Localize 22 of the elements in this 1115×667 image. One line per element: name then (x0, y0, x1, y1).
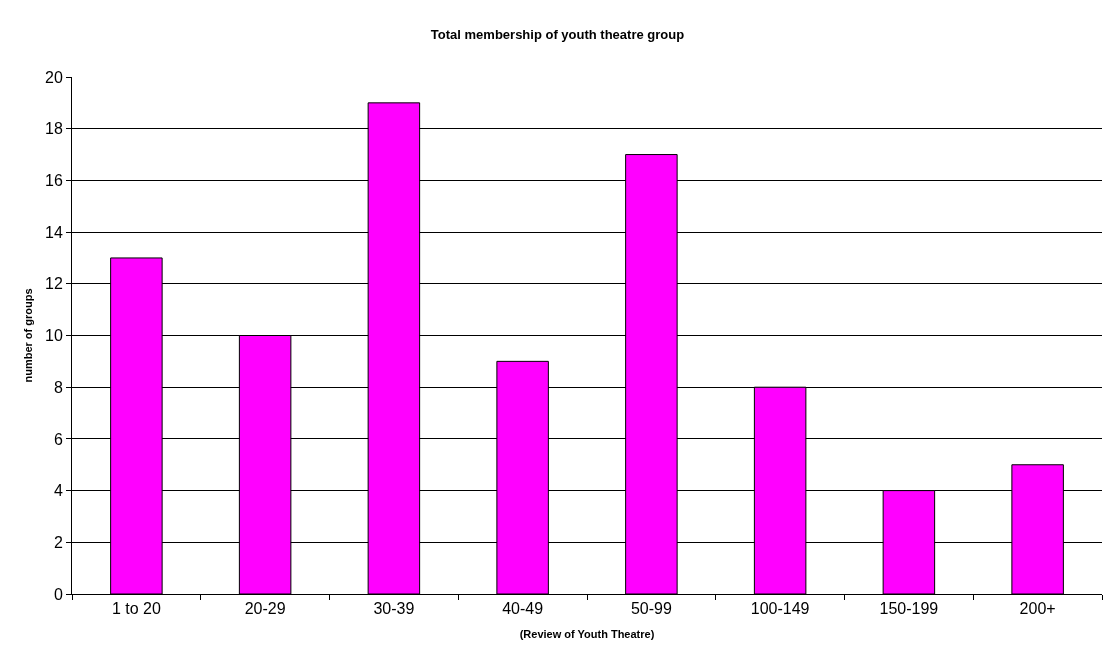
y-tick-label: 20 (45, 68, 63, 86)
chart-title: Total membership of youth theatre group (430, 27, 685, 43)
y-tick-label: 0 (53, 585, 63, 603)
y-tick-label: 6 (53, 430, 63, 448)
x-axis-title: (Review of Youth Theatre) (519, 628, 655, 641)
y-tick-label: 2 (53, 533, 63, 551)
y-tick-label: 14 (45, 223, 63, 241)
y-tick-label: 18 (45, 120, 63, 138)
x-tick-label: 1 to 20 (111, 600, 161, 618)
y-tick-label: 4 (53, 482, 63, 500)
y-tick-label: 16 (45, 172, 63, 189)
x-tick-label: 50-99 (630, 600, 672, 618)
y-axis-title: number of groups (21, 288, 34, 383)
x-tick-label: 40-49 (502, 600, 544, 618)
x-tick-label: 200+ (1019, 600, 1056, 618)
y-tick-label: 12 (45, 275, 63, 293)
x-tick-label: 30-39 (373, 600, 415, 618)
x-tick-label: 100-149 (750, 600, 810, 618)
x-tick-label: 20-29 (244, 600, 286, 618)
y-tick-label: 10 (45, 327, 63, 345)
y-tick-label: 8 (53, 378, 63, 396)
x-tick-label: 150-199 (879, 600, 939, 618)
